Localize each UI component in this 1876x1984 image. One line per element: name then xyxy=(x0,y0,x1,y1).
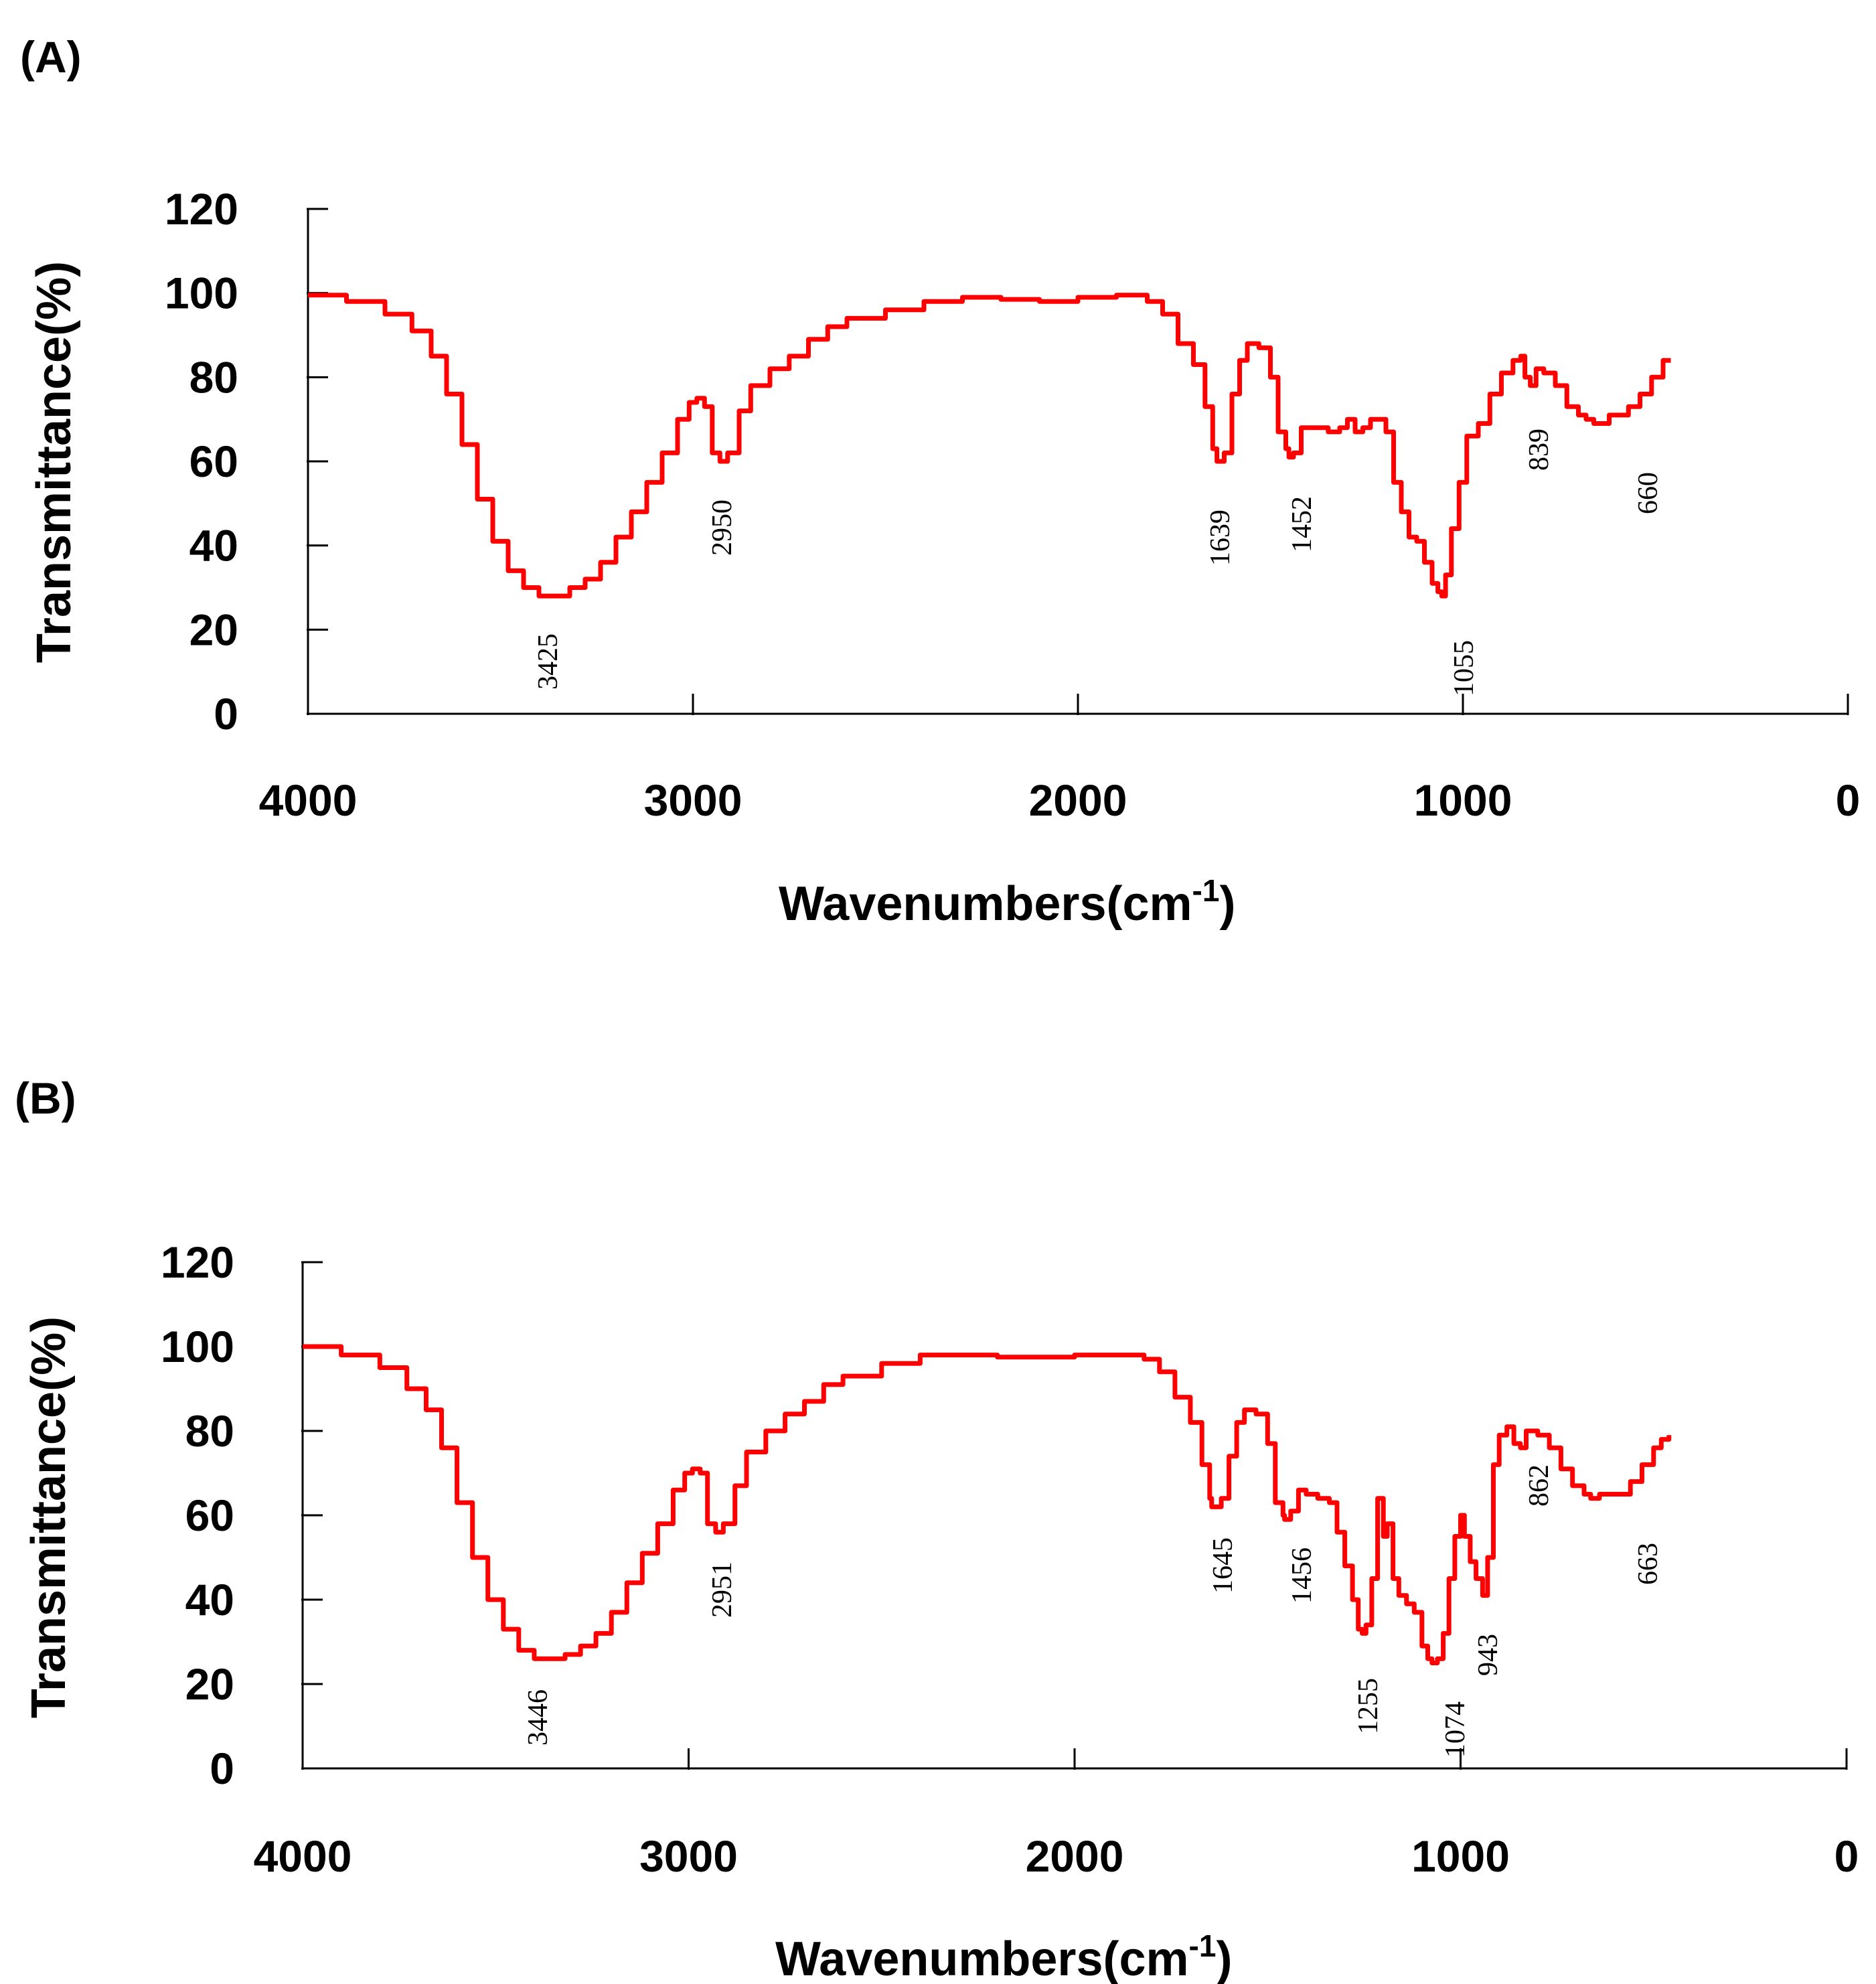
panel-label: (A) xyxy=(20,32,82,82)
peak-label: 839 xyxy=(1524,429,1555,471)
peak-label: 862 xyxy=(1524,1464,1555,1507)
y-tick-label: 60 xyxy=(189,437,238,486)
peak-label: 1645 xyxy=(1208,1537,1239,1594)
chart-panel-a: (A) 0 20 40 60 80 100 120 4000 3000 2000 1000 0 Trans… xyxy=(20,32,1860,931)
x-tick-label: 3000 xyxy=(639,1831,738,1881)
y-tick-label: 0 xyxy=(210,1744,234,1793)
y-tick-label: 100 xyxy=(161,1322,234,1371)
y-tick-label: 0 xyxy=(214,689,238,739)
y-tick-label: 80 xyxy=(189,352,238,402)
x-tick-label: 3000 xyxy=(644,775,742,825)
peak-label: 1074 xyxy=(1440,1701,1471,1758)
x-tick-label: 0 xyxy=(1834,1831,1859,1881)
x-tick-label: 2000 xyxy=(1029,775,1127,825)
panel-label: (B) xyxy=(15,1073,76,1123)
series-line xyxy=(308,293,1671,599)
peak-label: 1055 xyxy=(1449,640,1480,696)
peak-label: 663 xyxy=(1633,1543,1664,1585)
x-tick-label: 4000 xyxy=(254,1831,352,1881)
y-tick-label: 60 xyxy=(185,1491,234,1540)
x-tick-label: 2000 xyxy=(1026,1831,1124,1881)
peak-label: 1452 xyxy=(1287,496,1318,552)
peak-label: 2951 xyxy=(707,1561,738,1618)
peak-label: 2950 xyxy=(707,500,738,556)
y-tick-label: 40 xyxy=(185,1575,234,1624)
x-tick-label: 1000 xyxy=(1411,1831,1510,1881)
y-tick-label: 100 xyxy=(165,269,238,318)
peak-label: 3446 xyxy=(523,1689,554,1746)
x-tick-label: 1000 xyxy=(1414,775,1512,825)
peak-label: 660 xyxy=(1633,472,1664,514)
y-tick-label: 20 xyxy=(189,605,238,654)
x-axis-title: Wavenumbers(cm-1) xyxy=(775,1928,1232,1984)
y-tick-label: 40 xyxy=(189,521,238,570)
series-line xyxy=(303,1344,1672,1665)
y-axis-title: Transmittance(%) xyxy=(22,1316,76,1718)
peak-label: 1255 xyxy=(1353,1678,1384,1734)
peak-label: 943 xyxy=(1473,1634,1504,1676)
peak-label: 3425 xyxy=(533,633,564,690)
x-tick-label: 4000 xyxy=(259,775,358,825)
peak-label: 1639 xyxy=(1205,510,1236,566)
y-tick-label: 20 xyxy=(185,1659,234,1709)
y-tick-label: 120 xyxy=(161,1237,234,1287)
peak-label: 1456 xyxy=(1287,1547,1318,1604)
x-axis-title: Wavenumbers(cm-1) xyxy=(779,873,1235,931)
chart-panel-b: (B) 0 20 40 60 80 100 120 4000 3000 2000 1000 0 Trans… xyxy=(15,1073,1859,1984)
x-tick-label: 0 xyxy=(1836,775,1861,825)
y-axis-title: Transmittance(%) xyxy=(27,261,81,663)
y-tick-label: 120 xyxy=(165,184,238,234)
y-tick-label: 80 xyxy=(185,1406,234,1456)
